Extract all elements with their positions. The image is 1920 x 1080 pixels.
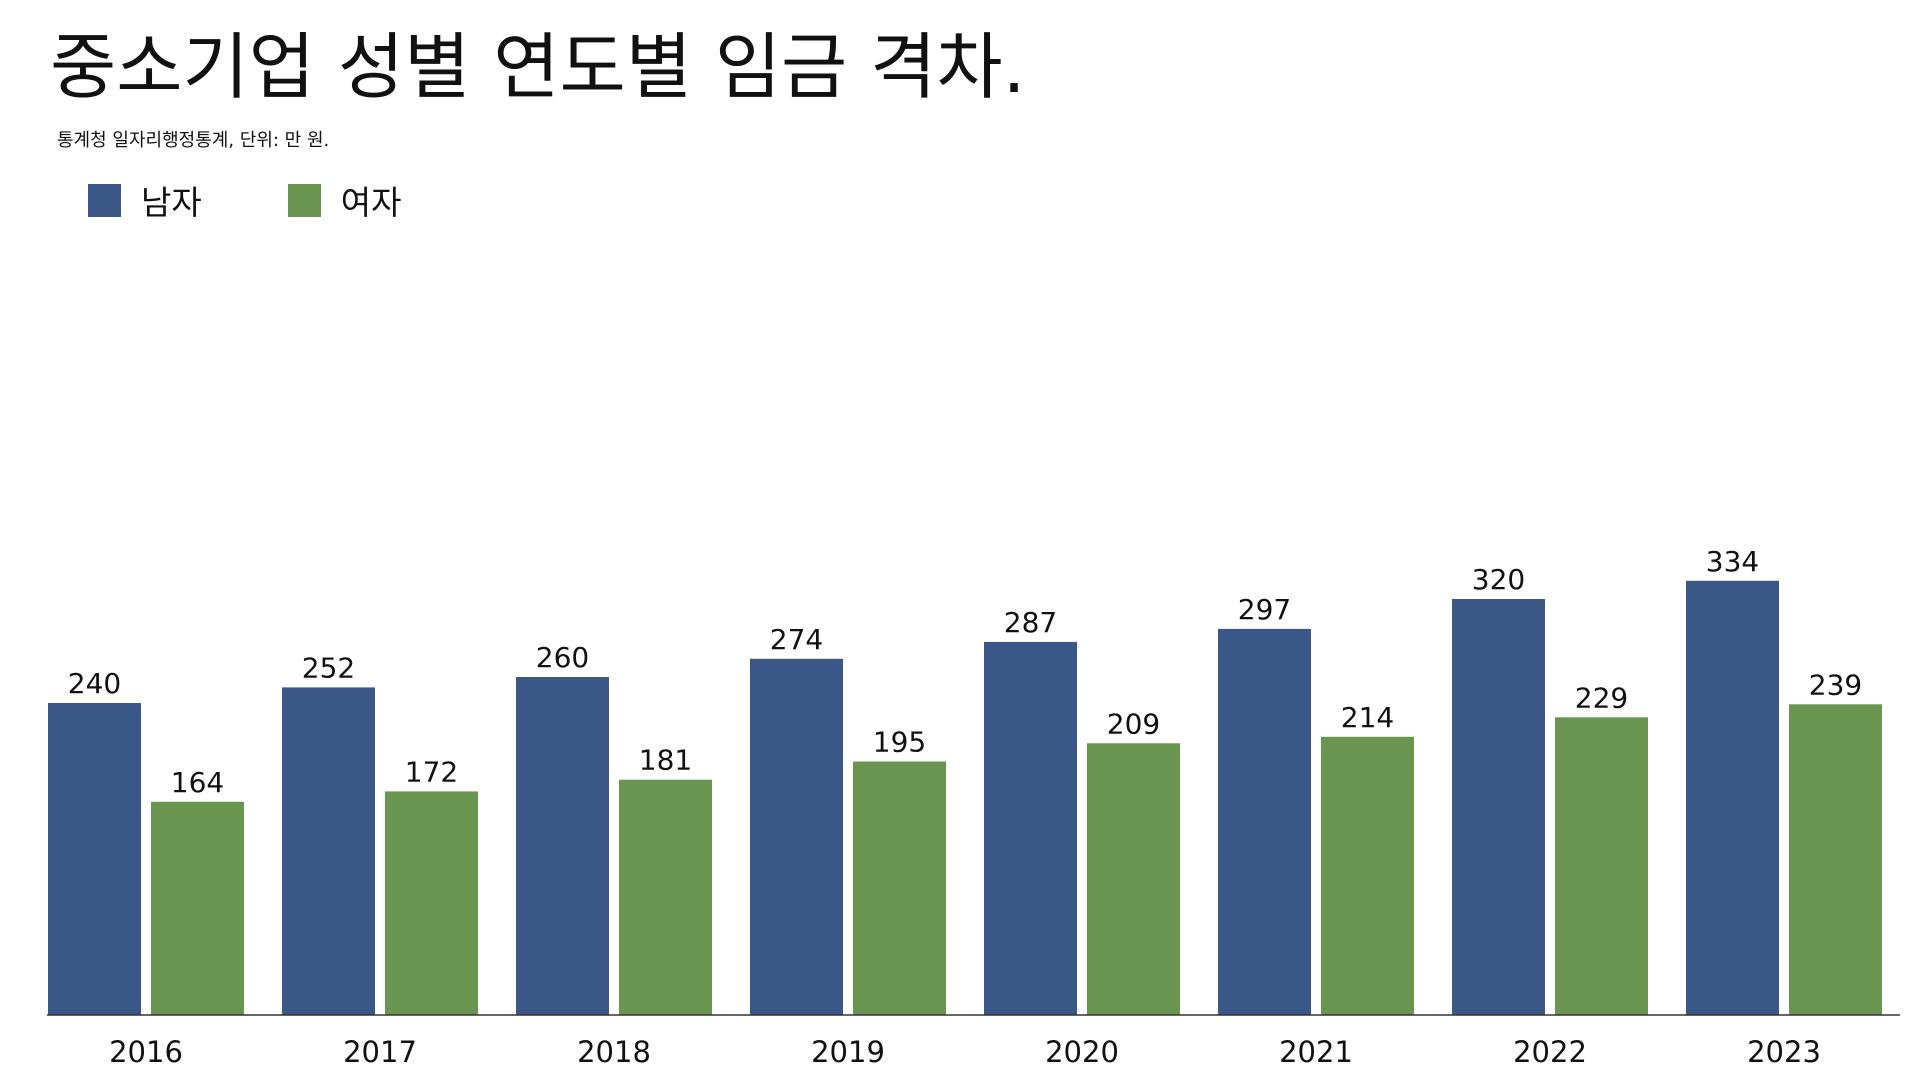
bar-male-2017 — [282, 687, 375, 1015]
bar-female-2018 — [619, 779, 712, 1015]
legend-item-male: 남자 — [88, 176, 202, 224]
bar-female-2021 — [1321, 736, 1414, 1015]
legend-swatch-male — [88, 183, 121, 217]
data-label-female-2018: 181 — [639, 744, 692, 777]
data-label-female-2019: 195 — [873, 726, 926, 759]
data-label-female-2020: 209 — [1107, 707, 1160, 740]
bar-male-2022 — [1452, 599, 1545, 1015]
data-label-female-2017: 172 — [405, 755, 458, 788]
data-label-female-2022: 229 — [1575, 681, 1628, 714]
data-label-male-2021: 297 — [1238, 593, 1291, 626]
data-label-male-2019: 274 — [770, 623, 823, 656]
bar-male-2018 — [516, 677, 609, 1015]
data-label-male-2020: 287 — [1004, 606, 1057, 639]
bar-female-2022 — [1555, 717, 1648, 1015]
chart-legend: 남자 여자 — [88, 176, 487, 224]
bar-female-2023 — [1789, 704, 1882, 1015]
x-tick-label-2016: 2016 — [109, 1035, 183, 1069]
x-tick-label-2017: 2017 — [343, 1035, 417, 1069]
bar-female-2019 — [853, 761, 946, 1015]
bar-male-2016 — [48, 703, 141, 1015]
bar-female-2016 — [151, 801, 244, 1015]
legend-label-male: 남자 — [141, 183, 202, 222]
data-label-female-2016: 164 — [171, 766, 224, 799]
bar-female-2020 — [1087, 743, 1180, 1015]
data-label-female-2021: 214 — [1341, 701, 1394, 734]
data-label-male-2017: 252 — [302, 651, 355, 684]
legend-item-female: 여자 — [287, 176, 402, 224]
legend-label-female: 여자 — [340, 183, 402, 222]
x-tick-label-2023: 2023 — [1747, 1035, 1821, 1069]
bar-male-2019 — [750, 658, 843, 1015]
data-label-male-2018: 260 — [536, 641, 589, 674]
x-tick-label-2022: 2022 — [1513, 1035, 1587, 1069]
bar-male-2021 — [1218, 628, 1311, 1015]
data-label-male-2023: 334 — [1706, 545, 1759, 578]
legend-swatch-female — [287, 183, 321, 217]
bar-male-2020 — [984, 641, 1077, 1015]
x-tick-label-2018: 2018 — [577, 1035, 651, 1069]
x-tick-label-2020: 2020 — [1045, 1035, 1119, 1069]
bar-female-2017 — [385, 791, 478, 1015]
x-tick-label-2019: 2019 — [811, 1035, 885, 1069]
chart-subtitle: 통계청 일자리행정통계, 단위: 만 원. — [57, 130, 330, 151]
data-label-male-2016: 240 — [68, 667, 121, 700]
data-label-female-2023: 239 — [1809, 668, 1862, 701]
data-label-male-2022: 320 — [1472, 563, 1525, 596]
x-tick-label-2021: 2021 — [1279, 1035, 1353, 1069]
chart-title: 중소기업 성별 연도별 임금 격차. — [50, 25, 1026, 109]
bar-male-2023 — [1686, 580, 1779, 1015]
